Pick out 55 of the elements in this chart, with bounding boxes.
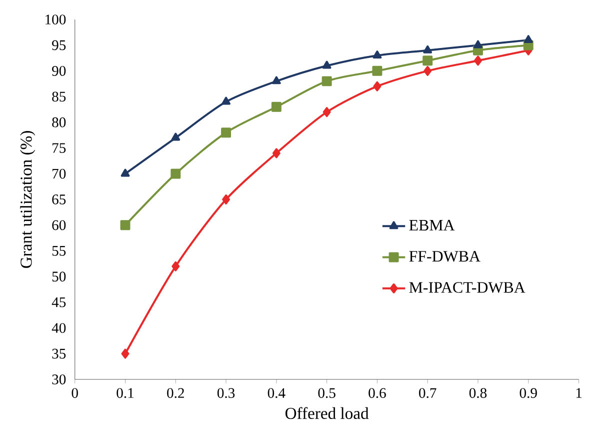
y-tick-label: 80 <box>52 117 66 128</box>
point <box>222 96 230 105</box>
point <box>172 261 180 272</box>
y-tick-label: 40 <box>52 323 66 333</box>
point <box>423 45 432 54</box>
point <box>120 220 130 230</box>
x-tick-label: 0.8 <box>469 388 487 398</box>
point <box>372 66 382 76</box>
x-tick-label: 0.5 <box>318 388 336 398</box>
point <box>272 76 281 84</box>
x-tick-label: 0.7 <box>419 388 436 398</box>
x-tick-label: 0.4 <box>268 388 286 398</box>
point <box>170 168 181 179</box>
x-tick-label: 1 <box>576 388 582 398</box>
legend-label: EBMA <box>409 220 455 230</box>
y-tick-label: 70 <box>52 168 66 179</box>
point <box>120 168 130 177</box>
y-tick-label: 60 <box>52 220 66 230</box>
point <box>271 102 282 112</box>
point <box>372 50 382 59</box>
x-axis-title: Offered load <box>285 407 369 420</box>
point <box>322 76 332 86</box>
y-tick-label: 45 <box>52 297 66 308</box>
point <box>474 40 482 48</box>
x-tick-label: 0.9 <box>520 388 537 398</box>
x-tick-label: 0.3 <box>217 388 235 398</box>
point <box>222 194 230 204</box>
y-axis-title: Grant utilization (%) <box>20 131 36 268</box>
point <box>171 132 180 141</box>
y-tick-label: 55 <box>52 246 66 256</box>
y-tick-label: 75 <box>52 143 66 153</box>
y-tick-label: 50 <box>52 272 66 282</box>
x-tick-label: 0.2 <box>167 388 184 398</box>
y-tick-label: 95 <box>52 40 66 50</box>
point <box>424 66 432 76</box>
x-tick-label: 0 <box>72 388 78 398</box>
y-tick-label: 30 <box>52 374 66 384</box>
y-tick-label: 85 <box>52 92 66 102</box>
point <box>272 148 280 158</box>
legend-label: M-IPACT-DWBA <box>409 282 526 293</box>
point <box>322 107 331 118</box>
point <box>474 56 482 66</box>
point <box>121 348 130 359</box>
point <box>221 128 232 138</box>
y-tick-label: 35 <box>52 348 66 359</box>
y-tick-label: 65 <box>52 194 66 204</box>
point <box>373 81 382 92</box>
y-tick-label: 100 <box>46 14 66 24</box>
legend-label: FF-DWBA <box>409 251 480 262</box>
point <box>422 56 433 66</box>
y-tick-label: 90 <box>52 66 66 76</box>
point <box>322 60 332 69</box>
x-tick-label: 0.1 <box>116 388 134 398</box>
point <box>524 35 533 44</box>
x-tick-label: 0.6 <box>368 388 386 398</box>
